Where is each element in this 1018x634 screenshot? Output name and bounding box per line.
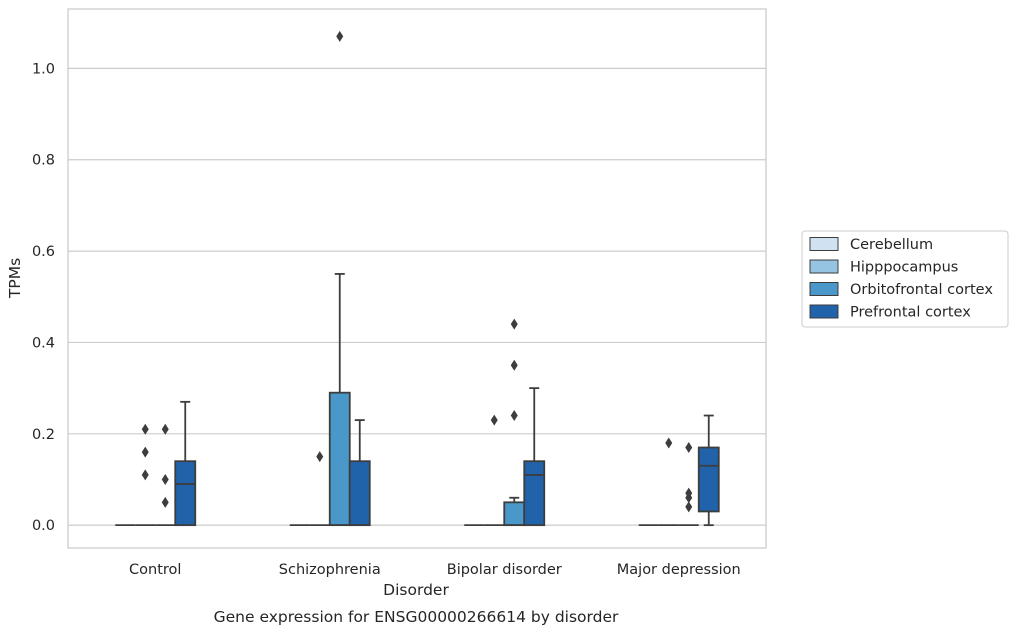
y-tick-label: 0.8	[32, 153, 55, 169]
outlier-point	[510, 359, 518, 371]
box-hipppocampus	[309, 451, 330, 527]
box-plot-marks	[115, 30, 720, 527]
y-tick-label: 0.4	[32, 335, 55, 351]
outlier-point	[141, 446, 149, 458]
outlier-point	[685, 501, 693, 513]
x-tick-label: Control	[129, 562, 181, 578]
outlier-point	[685, 442, 693, 454]
x-tick-label: Schizophrenia	[279, 562, 381, 578]
y-tick-label: 0.6	[32, 244, 55, 260]
outlier-point	[510, 410, 518, 422]
box-orbitofrontal-cortex	[678, 442, 699, 527]
box-hipppocampus	[135, 423, 156, 527]
legend-label: Cerebellum	[850, 237, 933, 253]
box-prefrontal-cortex	[174, 400, 197, 527]
legend-label: Hipppocampus	[850, 260, 958, 276]
box-prefrontal-cortex	[523, 387, 546, 527]
box-body	[503, 501, 526, 527]
legend-swatch	[809, 304, 839, 319]
outlier-point	[141, 423, 149, 435]
outlier-point	[141, 469, 149, 481]
x-tick-label: Bipolar disorder	[447, 562, 562, 578]
outlier-point	[161, 423, 169, 435]
legend-label: Prefrontal cortex	[850, 305, 971, 321]
y-tick-label: 0.2	[32, 427, 55, 443]
box-hipppocampus	[658, 437, 679, 527]
legend-swatch	[809, 282, 839, 296]
legend-label: Orbitofrontal cortex	[850, 282, 993, 298]
box-orbitofrontal-cortex	[328, 30, 351, 527]
box-prefrontal-cortex	[697, 414, 720, 527]
box-body	[697, 446, 720, 513]
y-axis-title: TPMs	[6, 258, 24, 299]
outlier-point	[161, 496, 169, 508]
box-body	[174, 460, 197, 527]
outlier-point	[316, 451, 324, 463]
y-tick-labels: 0.0 0.2 0.4 0.6 0.8 1.0	[32, 61, 55, 534]
outlier-point	[510, 318, 518, 330]
legend-swatch	[809, 237, 839, 251]
box-hipppocampus	[484, 414, 505, 527]
legend: Cerebellum Hipppocampus Orbitofrontal cort…	[801, 230, 1009, 328]
x-axis-title: Disorder	[383, 581, 449, 599]
chart-caption: Gene expression for ENSG00000266614 by d…	[214, 608, 619, 626]
x-tick-label: Major depression	[617, 562, 741, 578]
y-tick-label: 1.0	[32, 61, 55, 77]
outlier-point	[336, 30, 344, 42]
legend-swatch	[809, 259, 839, 274]
box-body	[348, 460, 371, 527]
outlier-point	[665, 437, 673, 449]
box-orbitofrontal-cortex	[155, 423, 176, 527]
box-prefrontal-cortex	[348, 419, 371, 527]
box-body	[328, 391, 351, 527]
legend-frame	[801, 230, 1009, 328]
y-tick-label: 0.0	[32, 518, 55, 534]
plot-frame	[67, 8, 767, 549]
outlier-point	[161, 473, 169, 485]
x-tick-labels: Control Schizophrenia Bipolar disorder Majo…	[129, 562, 741, 578]
plot-area	[68, 9, 766, 548]
box-body	[523, 460, 546, 527]
box-orbitofrontal-cortex	[503, 318, 526, 527]
outlier-point	[490, 414, 498, 426]
outlier-point	[685, 487, 693, 499]
